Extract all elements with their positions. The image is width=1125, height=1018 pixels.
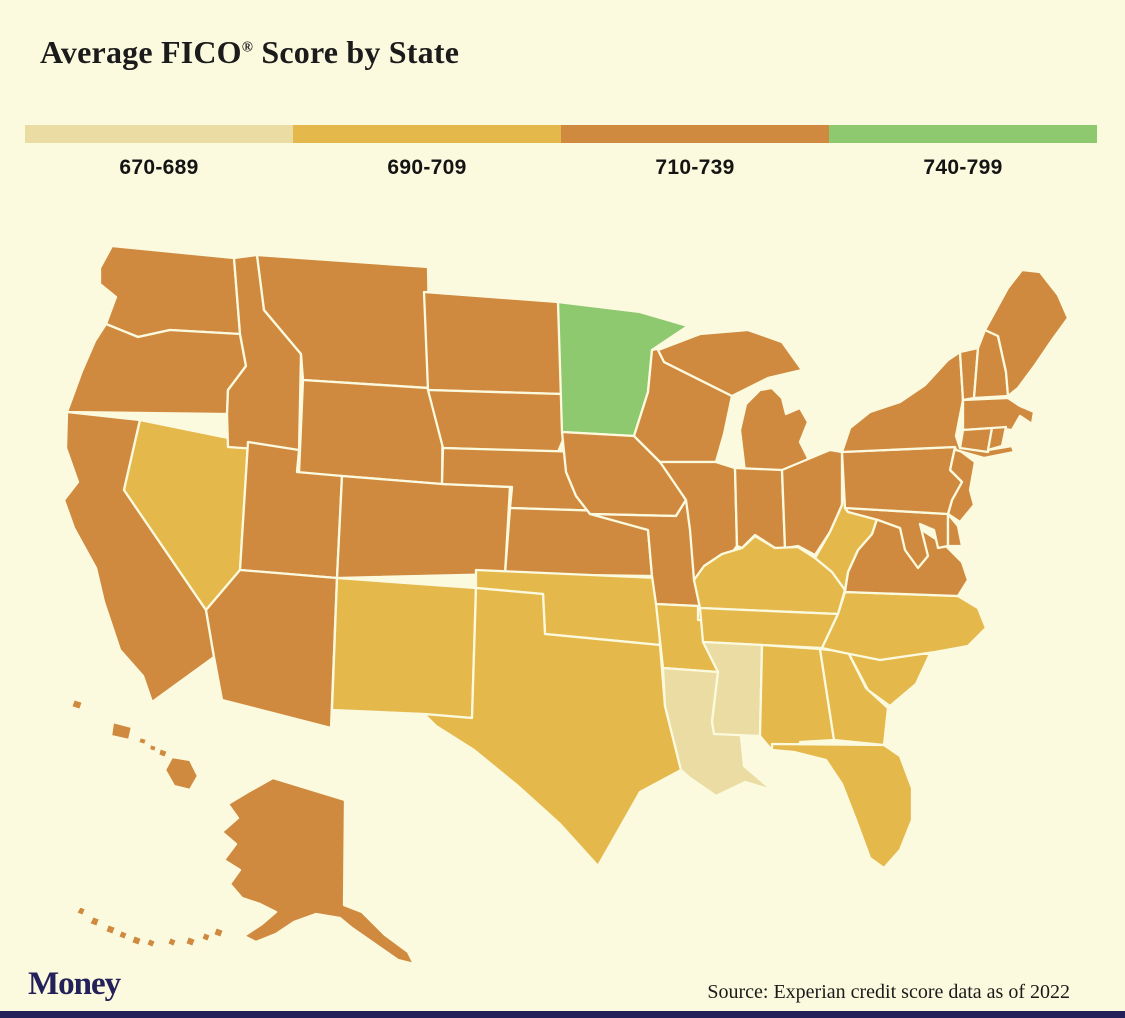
legend: 670-689 690-709 710-739 740-799: [25, 125, 1097, 180]
state-florida: [770, 742, 914, 870]
brand-logo: Money: [28, 966, 121, 1002]
state-arizona: [204, 568, 339, 730]
state-rhode-island: [986, 425, 1008, 452]
page-title: Average FICO® Score by State: [40, 34, 459, 71]
title-main: Average FICO: [40, 34, 242, 70]
title-rest: Score by State: [253, 34, 460, 70]
registered-trademark-symbol: ®: [241, 39, 254, 56]
legend-swatch-670-689: [25, 125, 293, 143]
state-new-york: [840, 350, 1016, 460]
legend-label-670-689: 670-689: [119, 156, 199, 179]
state-wyoming: [297, 378, 445, 486]
state-oregon: [65, 322, 248, 416]
state-new-mexico: [330, 576, 478, 720]
state-washington: [98, 244, 242, 339]
legend-label-690-709: 690-709: [387, 156, 467, 179]
state-massachusetts: [961, 396, 1036, 432]
state-delaware: [946, 512, 964, 548]
legend-swatch-690-709: [293, 125, 561, 143]
state-colorado: [335, 474, 512, 580]
state-connecticut: [958, 426, 994, 454]
source-text: Source: Experian credit score data as of…: [707, 981, 1070, 1003]
state-north-dakota: [422, 290, 564, 396]
state-hawaii: [69, 697, 200, 792]
legend-label-710-739: 710-739: [655, 156, 735, 179]
state-texas: [422, 586, 683, 868]
legend-swatch-710-739: [561, 125, 829, 143]
state-south-dakota: [426, 388, 570, 454]
state-maine: [983, 268, 1070, 398]
legend-label-740-799: 740-799: [923, 156, 1003, 179]
state-alaska: [74, 776, 416, 966]
state-pennsylvania: [840, 445, 964, 516]
footer-bar: [0, 1011, 1125, 1018]
state-indiana: [733, 466, 787, 550]
state-north-carolina: [820, 590, 988, 662]
legend-color-bar: [25, 125, 1097, 143]
legend-swatch-740-799: [829, 125, 1097, 143]
legend-labels: 670-689 690-709 710-739 740-799: [25, 156, 1097, 180]
